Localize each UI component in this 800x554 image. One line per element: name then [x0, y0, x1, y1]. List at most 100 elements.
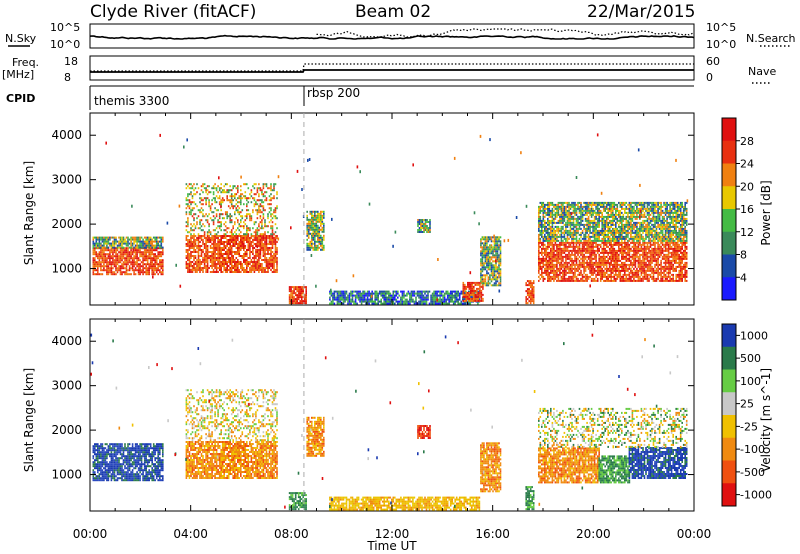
range-time-cell — [110, 249, 113, 252]
range-time-cell — [145, 236, 147, 239]
range-time-cell — [442, 302, 444, 305]
range-time-cell — [627, 249, 629, 252]
range-time-cell — [190, 187, 192, 190]
range-time-cell — [98, 242, 101, 245]
range-time-cell — [235, 251, 238, 253]
range-time-cell — [293, 298, 295, 301]
nave-tick-top: 60 — [706, 55, 720, 68]
range-time-cell — [154, 253, 156, 256]
range-time-cell — [482, 285, 484, 288]
range-time-cell — [229, 239, 231, 241]
range-time-cell — [563, 271, 566, 274]
range-time-cell — [586, 245, 588, 248]
range-time-cell — [581, 279, 584, 282]
range-time-cell — [143, 246, 146, 249]
range-time-cell — [471, 297, 474, 300]
range-time-cell — [255, 243, 257, 245]
range-time-cell — [481, 282, 484, 285]
range-time-cell — [442, 290, 444, 293]
range-time-cell — [264, 223, 266, 226]
range-time-cell — [332, 298, 334, 301]
range-time-cell — [484, 240, 487, 243]
range-time-cell — [193, 251, 195, 253]
range-time-cell — [208, 229, 210, 232]
range-time-cell — [253, 243, 256, 245]
range-time-cell — [109, 253, 111, 256]
range-time-cell — [256, 255, 259, 257]
range-time-cell — [139, 246, 141, 249]
range-time-cell — [112, 251, 114, 254]
range-time-cell — [669, 279, 671, 282]
range-time-cell — [490, 250, 493, 253]
range-time-cell — [307, 228, 310, 231]
range-time-cell — [118, 261, 120, 264]
range-time-cell — [112, 255, 114, 258]
range-time-cell — [212, 197, 215, 200]
range-time-cell — [143, 240, 146, 243]
range-time-cell — [666, 261, 668, 264]
range-time-cell — [243, 247, 245, 249]
range-time-cell — [374, 290, 376, 293]
range-time-cell — [643, 269, 646, 272]
range-time-cell — [268, 207, 271, 210]
range-time-cell — [188, 255, 191, 257]
range-time-cell — [193, 189, 195, 192]
range-time-cell — [489, 282, 491, 285]
range-time-cell — [100, 273, 102, 276]
range-time-cell — [190, 203, 192, 206]
range-time-cell — [309, 242, 312, 245]
cpid-segment-themis: themis 3300 — [94, 94, 169, 108]
range-time-cell — [628, 251, 631, 254]
range-time-cell — [160, 236, 163, 239]
range-time-cell — [103, 242, 105, 245]
range-time-cell — [264, 245, 266, 247]
range-time-cell — [125, 259, 128, 262]
range-time-cell — [209, 259, 212, 261]
range-time-cell — [489, 262, 491, 265]
range-time-cell — [360, 292, 363, 295]
range-time-cell — [125, 255, 128, 258]
range-time-cell — [221, 263, 224, 265]
range-time-cell — [185, 261, 188, 263]
range-time-cell — [528, 294, 530, 297]
range-time-cell — [599, 245, 602, 248]
range-time-cell — [321, 230, 324, 233]
range-time-cell — [211, 237, 213, 239]
range-time-cell — [143, 249, 146, 252]
range-time-cell — [261, 221, 263, 224]
range-time-cell — [274, 269, 277, 271]
range-time-cell — [577, 265, 579, 268]
range-time-cell — [250, 217, 253, 220]
range-time-cell — [499, 258, 502, 261]
range-time-cell — [541, 269, 543, 272]
range-time-cell — [559, 243, 561, 246]
range-time-cell — [651, 271, 653, 274]
range-time-cell — [596, 247, 599, 250]
range-time-cell — [116, 259, 119, 262]
range-time-cell — [631, 275, 634, 278]
range-time-cell — [663, 265, 665, 268]
range-time-cell — [583, 261, 585, 264]
range-time-cell — [451, 294, 453, 297]
range-time-cell — [229, 241, 231, 243]
range-time-cell — [101, 265, 104, 268]
range-time-cell — [238, 241, 241, 243]
range-time-cell — [610, 279, 612, 282]
range-time-cell — [234, 223, 236, 226]
range-time-cell — [314, 238, 316, 241]
range-time-cell — [646, 247, 649, 250]
range-time-cell — [545, 267, 548, 270]
range-time-cell — [548, 275, 551, 278]
range-time-cell — [480, 278, 482, 281]
range-time-cell — [495, 242, 497, 245]
range-time-cell — [217, 237, 219, 239]
range-time-cell — [209, 245, 212, 247]
range-time-cell — [155, 249, 158, 252]
range-time-cell — [449, 296, 452, 299]
range-time-cell — [142, 271, 144, 274]
range-time-cell — [154, 240, 156, 243]
range-time-cell — [193, 239, 195, 241]
range-time-cell — [419, 294, 422, 297]
range-time-cell — [290, 288, 292, 291]
range-time-cell — [462, 285, 465, 288]
